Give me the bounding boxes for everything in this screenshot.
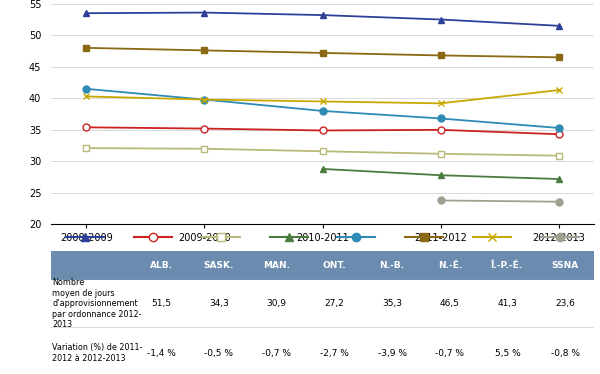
Text: 34,3: 34,3 — [209, 299, 229, 308]
Text: 46,5: 46,5 — [440, 299, 460, 308]
Text: ONT.: ONT. — [323, 261, 346, 270]
Text: N.-B.: N.-B. — [380, 261, 404, 270]
Text: MAN.: MAN. — [263, 261, 290, 270]
Text: 27,2: 27,2 — [325, 299, 344, 308]
Text: SASK.: SASK. — [204, 261, 234, 270]
Text: -0,5 %: -0,5 % — [205, 349, 233, 358]
Text: -0,7 %: -0,7 % — [262, 349, 291, 358]
Text: 35,3: 35,3 — [382, 299, 402, 308]
Text: N.-É.: N.-É. — [437, 261, 462, 270]
Text: -2,7 %: -2,7 % — [320, 349, 349, 358]
Text: -3,9 %: -3,9 % — [377, 349, 407, 358]
Text: 51,5: 51,5 — [151, 299, 171, 308]
Text: 41,3: 41,3 — [497, 299, 517, 308]
Text: ALB.: ALB. — [150, 261, 173, 270]
Text: SSNA: SSNA — [551, 261, 579, 270]
Text: 30,9: 30,9 — [266, 299, 287, 308]
Text: -0,8 %: -0,8 % — [551, 349, 580, 358]
Text: Variation (%) de 2011-
2012 à 2012-2013: Variation (%) de 2011- 2012 à 2012-2013 — [52, 343, 143, 363]
Text: 5,5 %: 5,5 % — [494, 349, 520, 358]
Text: Nombre
moyen de jours
d’approvisionnement
par ordonnance 2012-
2013: Nombre moyen de jours d’approvisionnemen… — [52, 278, 142, 329]
Text: Î.-P.-É.: Î.-P.-É. — [491, 261, 524, 270]
Text: -1,4 %: -1,4 % — [147, 349, 176, 358]
FancyBboxPatch shape — [51, 251, 594, 280]
Text: -0,7 %: -0,7 % — [435, 349, 464, 358]
Text: 23,6: 23,6 — [555, 299, 575, 308]
